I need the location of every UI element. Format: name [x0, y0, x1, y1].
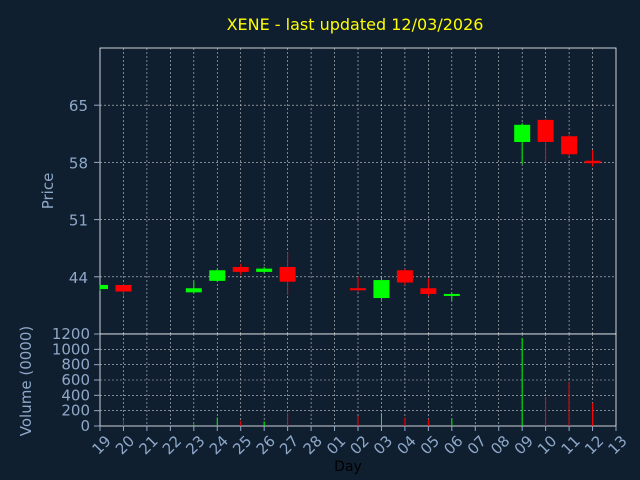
candle-body	[584, 160, 601, 164]
price-y-ticks: 44 51 58 65	[69, 97, 100, 287]
candles	[99, 119, 601, 301]
candle-body	[256, 268, 273, 272]
x-tick-label: 10	[534, 432, 560, 458]
x-tick-label: 09	[511, 432, 537, 458]
volume-tick-label: 400	[61, 386, 90, 404]
candle-body	[209, 270, 226, 281]
price-tick-label: 58	[69, 154, 88, 172]
candle-body	[100, 284, 108, 290]
x-tick-label: 05	[417, 432, 443, 458]
candle-body	[115, 284, 132, 292]
x-tick-label: 26	[253, 432, 279, 458]
price-tick-label: 65	[69, 97, 88, 115]
x-tick-label: 19	[89, 432, 115, 458]
candle-body	[443, 293, 460, 296]
candle-body	[561, 136, 578, 155]
volume-tick-label: 0	[80, 417, 90, 435]
x-ticks: 1920212223242526272801020304050607080910…	[89, 426, 631, 458]
x-tick-label: 08	[487, 432, 513, 458]
candle-body	[279, 266, 296, 282]
x-tick-label: 03	[370, 432, 396, 458]
x-tick-label: 23	[182, 432, 208, 458]
candle-body	[350, 288, 366, 291]
x-tick-label: 13	[605, 432, 631, 458]
x-tick-label: 28	[300, 432, 326, 458]
candle-body	[420, 288, 437, 294]
volume-tick-label: 800	[61, 356, 90, 374]
x-tick-label: 06	[440, 432, 466, 458]
x-tick-label: 04	[393, 432, 419, 458]
price-tick-label: 51	[69, 212, 88, 230]
volume-tick-label: 200	[61, 402, 90, 420]
x-tick-label: 22	[159, 432, 185, 458]
candle-body	[514, 124, 531, 142]
volume-axis-label: Volume (0000)	[17, 326, 35, 436]
price-axis-label: Price	[39, 173, 57, 210]
volume-tick-label: 1200	[52, 325, 90, 343]
volume-grid	[100, 334, 616, 426]
x-tick-label: 07	[464, 432, 490, 458]
x-tick-label: 24	[206, 432, 232, 458]
x-tick-label: 12	[581, 432, 607, 458]
x-tick-label: 21	[135, 432, 161, 458]
candle-body	[537, 119, 554, 142]
x-tick-label: 11	[558, 432, 584, 458]
volume-tick-label: 600	[61, 371, 90, 389]
x-tick-label: 01	[323, 432, 349, 458]
x-axis-label: Day	[334, 459, 362, 475]
chart-title: XENE - last updated 12/03/2026	[227, 15, 484, 34]
candle-body	[373, 280, 390, 299]
x-tick-label: 02	[347, 432, 373, 458]
x-tick-label: 25	[229, 432, 255, 458]
price-panel: 44 51 58 65 Price	[39, 47, 617, 335]
volume-tick-label: 1000	[52, 340, 90, 358]
price-tick-label: 44	[69, 269, 88, 287]
x-tick-label: 20	[112, 432, 138, 458]
x-tick-label: 27	[276, 432, 302, 458]
candle-body	[396, 270, 413, 283]
volume-bars	[122, 337, 594, 426]
candle-body	[232, 266, 249, 272]
candle-body	[185, 288, 202, 293]
